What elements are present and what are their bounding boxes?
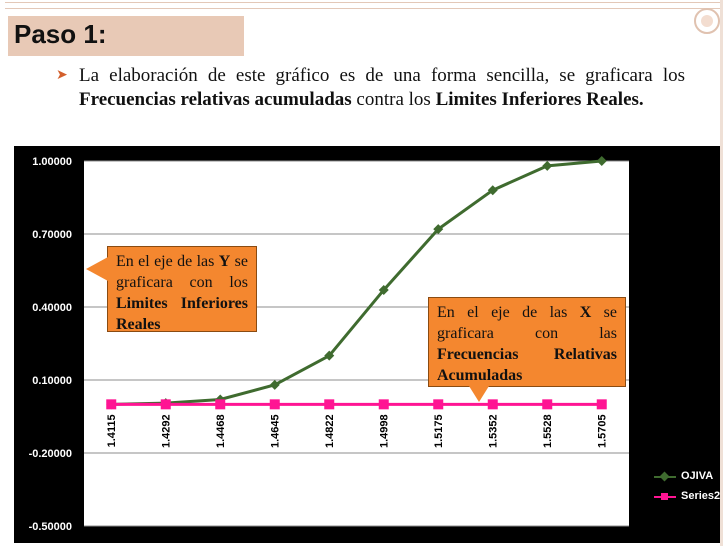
text-run: se graficara con las: [437, 304, 618, 342]
callout-y-axis: En el eje de las Y se graficara con los …: [86, 246, 257, 335]
right-decoration-line: [720, 0, 723, 546]
bullet-text: La elaboración de este gráfico es de una…: [79, 64, 685, 112]
data-point-series2: [542, 399, 553, 410]
data-point-ojiva: [433, 224, 444, 235]
x-tick-label: 1.5352: [488, 414, 500, 448]
emphasis-text: Y: [218, 253, 231, 270]
bullet-arrow-icon: ➤: [56, 68, 68, 83]
y-tick-label: 0.70000: [32, 229, 72, 241]
emphasis-text: Frecuencias Relativas Acumuladas: [437, 346, 617, 384]
text-run: contra los: [351, 89, 436, 110]
x-tick-label: 1.5175: [433, 414, 445, 448]
title-bar: [8, 16, 244, 56]
data-point-ojiva: [324, 350, 335, 361]
emphasis-text: Limites Inferiores Reales.: [435, 89, 644, 110]
data-point-series2: [324, 399, 335, 410]
decorative-circle-icon: [694, 8, 720, 34]
x-tick-label: 1.5705: [597, 414, 609, 448]
text-run: En el eje de las: [116, 253, 219, 270]
y-tick-label: 1.00000: [32, 156, 72, 168]
x-tick-label: 1.4822: [324, 414, 336, 448]
data-point-ojiva: [269, 379, 280, 390]
x-tick-label: 1.5528: [542, 414, 554, 448]
x-tick-label: 1.4468: [215, 414, 227, 448]
callout-x-axis: En el eje de las X se graficara con las …: [428, 297, 626, 402]
data-point-series2: [596, 399, 607, 410]
data-point-series2: [433, 399, 444, 410]
series-line-ojiva: [111, 159, 602, 406]
top-decoration-line: [5, 2, 723, 9]
data-point-ojiva: [487, 185, 498, 196]
data-point-series2: [487, 399, 498, 410]
data-point-series2: [378, 399, 389, 410]
text-run: se graficara con los: [116, 253, 249, 291]
text-run: En el eje de las: [437, 304, 580, 321]
emphasis-text: Frecuencias relativas acumuladas: [79, 89, 352, 110]
data-point-ojiva: [542, 160, 553, 171]
data-point-ojiva: [596, 156, 607, 166]
callout-pointer: [469, 386, 489, 402]
x-tick-label: 1.4292: [161, 414, 173, 448]
data-point-series2: [215, 399, 226, 410]
slide-title: Paso 1:: [14, 19, 107, 49]
x-tick-label: 1.4998: [379, 414, 391, 448]
y-tick-label: 0.40000: [32, 302, 72, 314]
callout-pointer: [86, 257, 108, 281]
data-point-series2: [106, 399, 117, 410]
legend-marker-icon: [661, 493, 668, 500]
emphasis-text: Limites Inferiores Reales: [116, 295, 248, 333]
callout-y-text: En el eje de las Y se graficara con los …: [116, 251, 248, 335]
legend-label: Series2: [681, 490, 721, 502]
data-point-ojiva: [378, 284, 389, 295]
data-point-series2: [160, 399, 171, 410]
y-tick-label: 0.10000: [32, 375, 72, 387]
y-tick-label: -0.20000: [29, 448, 72, 460]
x-tick-label: 1.4115: [106, 414, 118, 447]
legend-label: OJIVA: [681, 470, 714, 482]
emphasis-text: X: [579, 304, 592, 321]
text-run: La elaboración de este gráfico es de una…: [79, 65, 685, 86]
y-tick-label: -0.50000: [29, 521, 72, 533]
data-point-series2: [269, 399, 280, 410]
callout-x-text: En el eje de las X se graficara con las …: [437, 302, 617, 386]
x-tick-label: 1.4645: [270, 414, 282, 448]
